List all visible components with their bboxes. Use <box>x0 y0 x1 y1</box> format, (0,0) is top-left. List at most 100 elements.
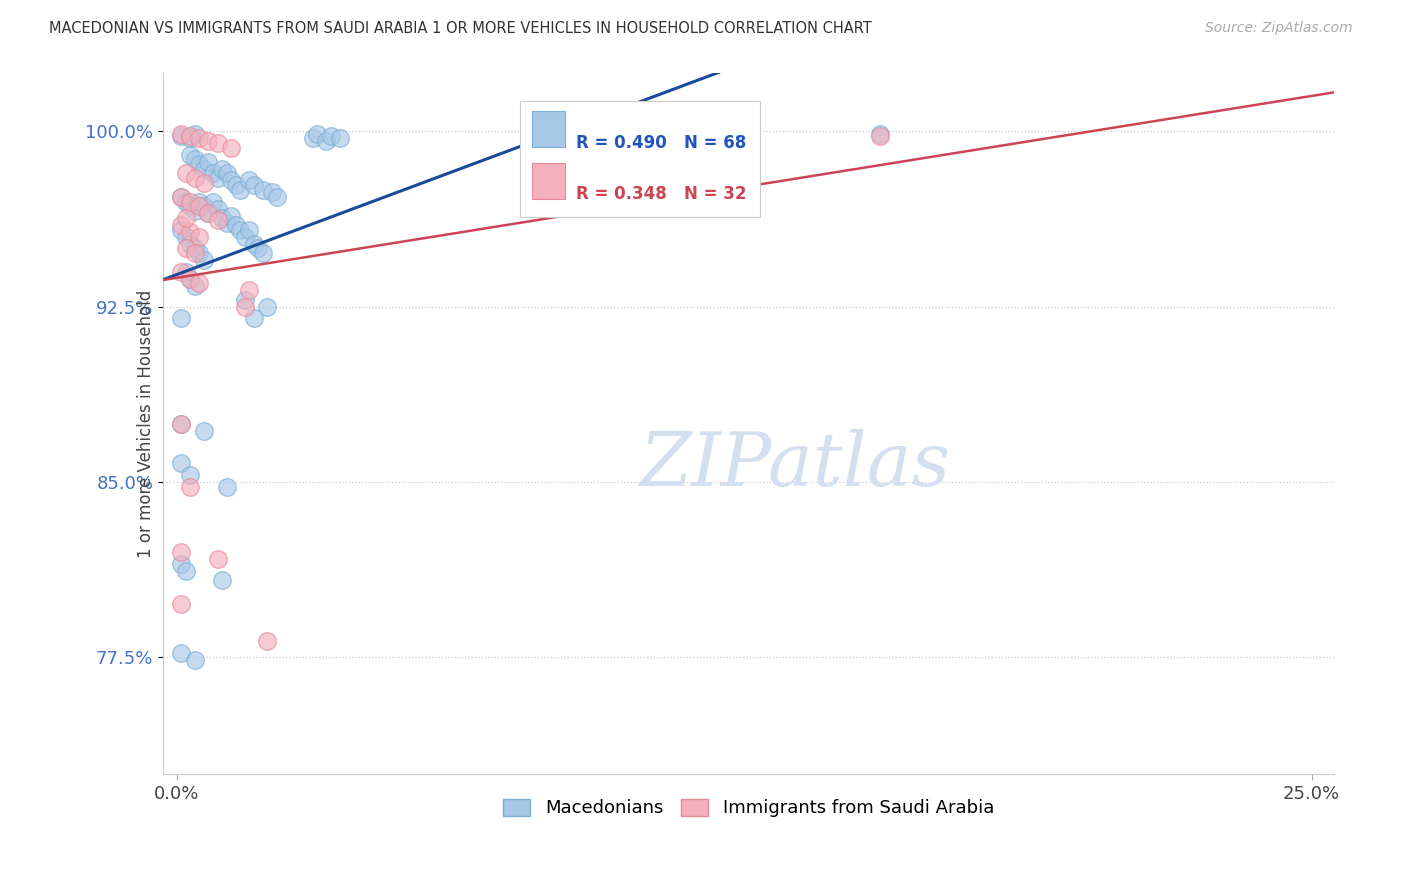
Point <box>174 265 197 279</box>
Point <box>184 127 207 141</box>
Point <box>211 573 233 587</box>
Point <box>869 129 891 144</box>
Text: Source: ZipAtlas.com: Source: ZipAtlas.com <box>1205 21 1353 36</box>
Point <box>170 456 193 470</box>
Point <box>174 229 197 244</box>
Point <box>307 127 329 141</box>
Point <box>252 183 274 197</box>
Point <box>207 552 229 566</box>
FancyBboxPatch shape <box>520 101 761 217</box>
Point <box>170 222 193 236</box>
Point <box>302 131 325 145</box>
Point <box>184 203 207 218</box>
Point <box>188 194 211 209</box>
Point <box>179 225 201 239</box>
Point <box>170 129 193 144</box>
Point <box>188 277 211 291</box>
Legend: Macedonians, Immigrants from Saudi Arabia: Macedonians, Immigrants from Saudi Arabi… <box>496 791 1001 825</box>
Point <box>170 545 193 559</box>
Point <box>174 194 197 209</box>
Point <box>174 564 197 578</box>
Point <box>197 154 219 169</box>
Point <box>238 283 260 297</box>
Point <box>170 417 193 431</box>
Point <box>188 229 211 244</box>
Point <box>207 171 229 186</box>
Point <box>188 157 211 171</box>
Text: R = 0.490   N = 68: R = 0.490 N = 68 <box>576 135 747 153</box>
Point <box>256 634 278 648</box>
Point <box>243 311 266 326</box>
Point <box>315 134 337 148</box>
Point <box>238 173 260 187</box>
Text: MACEDONIAN VS IMMIGRANTS FROM SAUDI ARABIA 1 OR MORE VEHICLES IN HOUSEHOLD CORRE: MACEDONIAN VS IMMIGRANTS FROM SAUDI ARAB… <box>49 21 872 37</box>
Point <box>179 271 201 285</box>
Point <box>229 183 252 197</box>
Point <box>256 300 278 314</box>
Point <box>319 129 342 144</box>
Point <box>215 216 238 230</box>
Point <box>179 236 201 251</box>
Point <box>184 171 207 186</box>
Point <box>170 218 193 232</box>
Text: ZIPatlas: ZIPatlas <box>640 429 950 502</box>
Point <box>188 246 211 260</box>
Point <box>201 166 224 180</box>
Point <box>193 176 215 190</box>
Point <box>201 194 224 209</box>
Point <box>184 241 207 255</box>
Point <box>329 131 352 145</box>
Text: R = 0.348   N = 32: R = 0.348 N = 32 <box>576 186 747 203</box>
Point <box>170 417 193 431</box>
Point <box>179 199 201 213</box>
Point <box>179 148 201 162</box>
Point <box>170 311 193 326</box>
Point <box>869 127 891 141</box>
Point <box>188 131 211 145</box>
Point <box>247 241 270 255</box>
Point <box>197 206 219 220</box>
Point <box>219 141 242 155</box>
Point <box>170 265 193 279</box>
Point <box>179 131 201 145</box>
Point <box>215 166 238 180</box>
Point <box>193 161 215 176</box>
Point <box>207 202 229 216</box>
Point <box>174 166 197 180</box>
Point <box>266 190 288 204</box>
Point <box>225 218 247 232</box>
Point <box>233 293 256 307</box>
Point <box>179 194 201 209</box>
Point <box>260 185 283 199</box>
Point <box>184 246 207 260</box>
Point <box>179 129 201 144</box>
Point <box>211 211 233 225</box>
Point <box>170 190 193 204</box>
Point <box>179 271 201 285</box>
Point <box>215 480 238 494</box>
Point <box>170 646 193 660</box>
Point <box>207 213 229 227</box>
Point <box>174 211 197 225</box>
Point <box>179 480 201 494</box>
Point <box>193 199 215 213</box>
Point <box>184 153 207 167</box>
Point <box>174 241 197 255</box>
Point <box>170 557 193 571</box>
FancyBboxPatch shape <box>531 163 565 199</box>
Point <box>243 236 266 251</box>
Point <box>211 161 233 176</box>
Point <box>179 467 201 482</box>
Point <box>207 136 229 150</box>
Point <box>188 199 211 213</box>
Point <box>170 127 193 141</box>
Point <box>219 209 242 223</box>
Point <box>170 190 193 204</box>
Point <box>184 652 207 666</box>
Point <box>229 222 252 236</box>
FancyBboxPatch shape <box>531 111 565 147</box>
Point <box>252 246 274 260</box>
Y-axis label: 1 or more Vehicles in Household: 1 or more Vehicles in Household <box>136 289 155 558</box>
Point <box>193 252 215 267</box>
Point <box>184 278 207 293</box>
